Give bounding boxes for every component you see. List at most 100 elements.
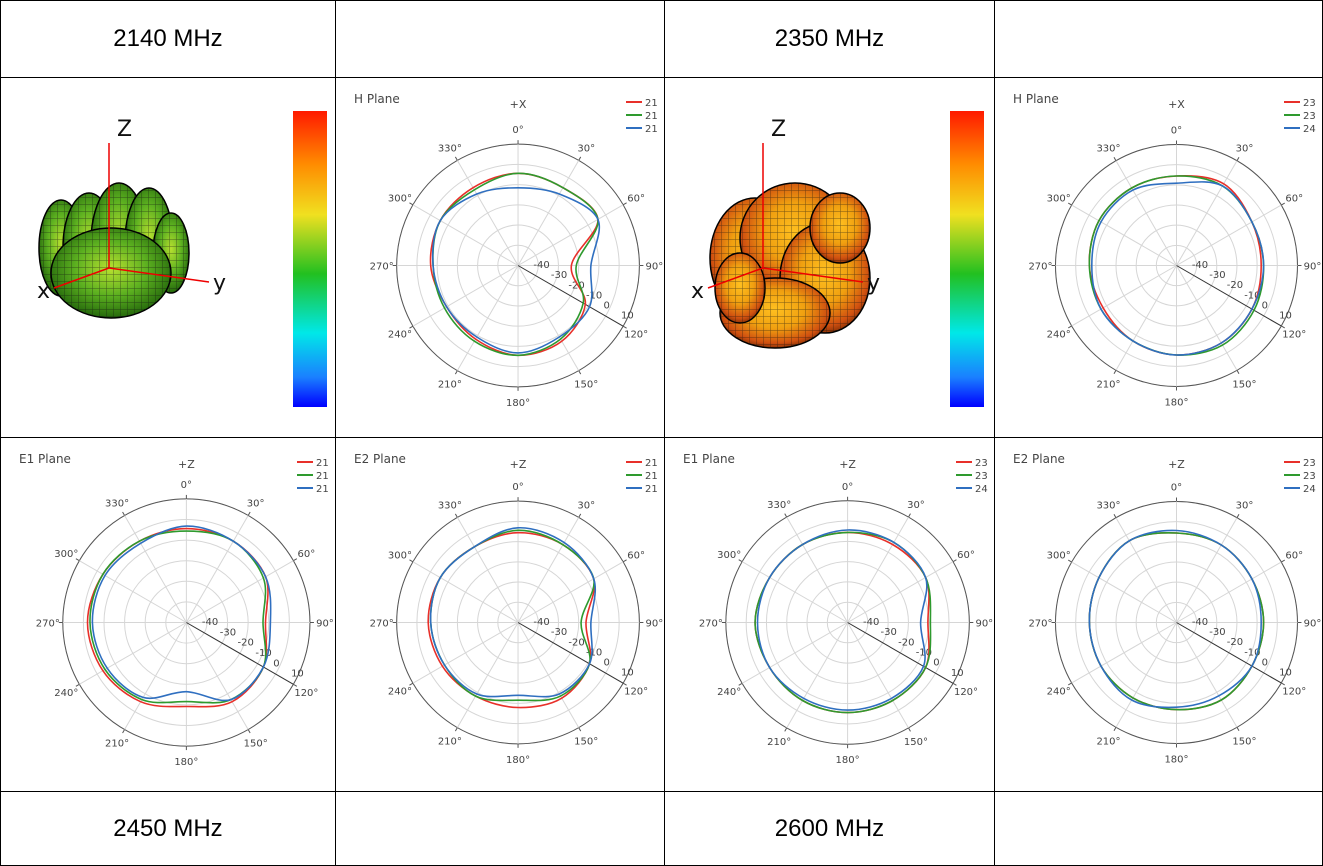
angle-tick-label: 150° — [574, 380, 598, 391]
series-line-blue — [429, 526, 597, 698]
angle-tick-label: 240° — [1047, 686, 1071, 697]
direction-label: +Z — [839, 458, 856, 471]
polar-spoke — [847, 516, 909, 623]
radial-tick-label: -40 — [1192, 617, 1208, 628]
angle-tick-label: 60° — [627, 550, 645, 561]
series-line-blue — [1088, 529, 1263, 709]
angle-tick-label: 180° — [174, 757, 198, 768]
radial-tick-label: 10 — [1279, 667, 1292, 678]
angle-tick-label: 120° — [294, 688, 318, 699]
polar-spoke — [1115, 265, 1177, 371]
polar-tick-mark — [784, 513, 788, 518]
polar-tick-mark — [247, 511, 251, 516]
radial-tick-label: 0 — [603, 301, 609, 312]
polar-spoke — [517, 622, 580, 728]
radial-tick-label: 10 — [291, 669, 304, 680]
radial-tick-label: -10 — [1244, 290, 1260, 301]
chart-title: H Plane — [1013, 92, 1059, 106]
legend-entry: 21 — [316, 484, 329, 495]
radial-tick-label: -20 — [1227, 280, 1243, 291]
radial-axis — [517, 622, 624, 684]
angle-tick-label: 120° — [1282, 686, 1306, 697]
angle-tick-label: 90° — [646, 262, 664, 273]
radial-tick-label: -40 — [202, 617, 218, 628]
radial-tick-label: 10 — [621, 668, 634, 679]
polar-tick-mark — [454, 370, 458, 375]
angle-tick-label: 30° — [1236, 144, 1254, 155]
radial-tick-label: -30 — [881, 627, 897, 638]
polar-tick-mark — [738, 682, 743, 686]
direction-label: +Z — [178, 458, 195, 471]
y-axis — [762, 267, 864, 283]
freq-label-2600: 2600 MHz — [664, 791, 995, 866]
polar-tick-mark — [1067, 682, 1072, 686]
angle-tick-label: 0° — [1171, 483, 1182, 494]
freq-label-2450: 2450 MHz — [0, 791, 336, 866]
polar-spoke — [1071, 265, 1177, 327]
x-axis — [53, 267, 110, 289]
polar-tick-mark — [578, 156, 582, 161]
polar-cell: E2 Plane +Z 0° 30° 60° 90° 120° 150° 180° 210° 240… — [994, 437, 1323, 792]
colorbar — [950, 111, 984, 407]
polar-spoke — [456, 517, 519, 623]
angle-tick-label: 30° — [577, 500, 595, 511]
polar-spoke — [1176, 265, 1238, 371]
radial-tick-label: -20 — [1227, 637, 1243, 648]
angle-tick-label: 330° — [1096, 144, 1120, 155]
y-axis-label: y — [867, 271, 880, 296]
polar-tick-mark — [454, 156, 458, 161]
radial-tick-label: -20 — [238, 638, 254, 649]
angle-tick-label: 60° — [1285, 194, 1303, 205]
angle-tick-label: 300° — [54, 549, 78, 560]
angle-tick-label: 150° — [1232, 736, 1256, 747]
angle-tick-label: 0° — [181, 480, 192, 491]
polar-tick-mark — [622, 682, 627, 686]
angle-tick-label: 0° — [512, 125, 523, 136]
legend-entry: 23 — [1303, 98, 1316, 109]
angle-tick-label: 150° — [574, 737, 598, 748]
polar-spoke — [847, 561, 954, 623]
polar-spoke — [741, 622, 848, 684]
legend-entry: 21 — [645, 471, 658, 482]
polar-spoke — [1176, 517, 1238, 623]
chart-title: H Plane — [354, 92, 400, 106]
polar-spoke — [1176, 160, 1238, 266]
polar-tick-mark — [1281, 325, 1285, 329]
polar-cell: E1 Plane +Z 0° 30° 60° 90° 120° 150° 180° 210° 240… — [664, 437, 995, 792]
polar-spoke — [412, 622, 519, 684]
legend-entry: 23 — [1303, 471, 1316, 482]
polar-spoke — [847, 622, 909, 729]
polar-tick-mark — [409, 202, 414, 206]
polar-spoke — [456, 265, 519, 371]
radial-tick-label: 0 — [1262, 657, 1268, 668]
radial-tick-label: 10 — [621, 311, 634, 322]
polar-tick-mark — [122, 729, 126, 734]
polar-tick-mark — [75, 683, 80, 687]
radial-tick-label: 0 — [603, 658, 609, 669]
legend-entry: 21 — [645, 458, 658, 469]
radial-tick-label: -40 — [533, 260, 549, 271]
polar-chart: E2 Plane +Z0°30°60°90°120°150°180°210°240… — [1013, 452, 1321, 765]
polar-tick-mark — [1113, 727, 1117, 731]
legend-entry: 23 — [975, 471, 988, 482]
y-axis-label: y — [213, 271, 226, 296]
angle-tick-label: 180° — [506, 755, 530, 766]
polar-tick-mark — [409, 559, 414, 563]
pattern-mesh — [810, 193, 870, 263]
polar-tick-mark — [75, 558, 80, 562]
radial-tick-label: -30 — [551, 270, 567, 281]
polar-tick-mark — [622, 325, 627, 329]
angle-tick-label: 120° — [624, 330, 648, 341]
legend-entry: 21 — [645, 98, 658, 109]
polar-tick-mark — [1113, 514, 1117, 518]
angle-tick-label: 270° — [36, 619, 60, 630]
polar-spoke — [517, 160, 580, 266]
angle-tick-label: 180° — [506, 398, 530, 409]
angle-tick-label: 90° — [1304, 262, 1322, 273]
pattern-3d-plot: Zx y — [37, 111, 327, 407]
polar-spoke — [741, 561, 848, 623]
legend-entry: 21 — [645, 484, 658, 495]
radial-tick-label: -40 — [863, 617, 879, 628]
